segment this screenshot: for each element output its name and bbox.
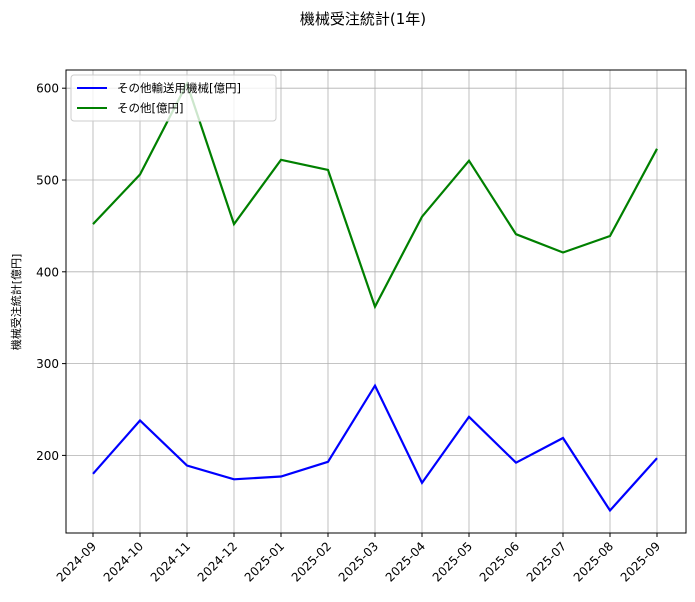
plot-frame <box>65 69 687 534</box>
x-tick-label: 2024-11 <box>148 539 193 584</box>
legend-label-other: その他[億円] <box>117 101 183 115</box>
x-tick-label: 2024-10 <box>101 539 146 584</box>
x-tick-label: 2025-02 <box>289 539 334 584</box>
legend: その他輸送用機械[億円] その他[億円] <box>70 74 277 122</box>
x-tick-label: 2024-12 <box>195 539 240 584</box>
y-axis: 200 300 400 500 600 <box>36 82 66 463</box>
legend-label-transport: その他輸送用機械[億円] <box>117 81 241 95</box>
y-tick-label: 500 <box>36 174 59 188</box>
x-tick-label: 2025-08 <box>571 539 616 584</box>
y-tick-label: 400 <box>36 265 59 279</box>
y-tick-label: 300 <box>36 357 59 371</box>
x-tick-label: 2025-06 <box>477 539 522 584</box>
x-axis: 2024-09 2024-10 2024-11 2024-12 2025-01 2025-… <box>54 533 663 585</box>
y-tick-label: 200 <box>36 449 59 463</box>
chart-title: 機械受注統計(1年) <box>300 10 426 28</box>
x-tick-label: 2025-09 <box>618 539 663 584</box>
x-tick-label: 2025-01 <box>242 539 287 584</box>
grid <box>66 70 686 533</box>
x-tick-label: 2024-09 <box>54 539 99 584</box>
y-tick-label: 600 <box>36 82 59 96</box>
y-axis-label: 機械受注統計[億円] <box>9 254 23 351</box>
legend-box <box>70 74 277 122</box>
x-tick-label: 2025-03 <box>336 539 381 584</box>
x-tick-label: 2025-07 <box>524 539 569 584</box>
series-line-0 <box>92 383 658 513</box>
x-tick-label: 2025-04 <box>383 539 428 584</box>
x-tick-label: 2025-05 <box>430 539 475 584</box>
